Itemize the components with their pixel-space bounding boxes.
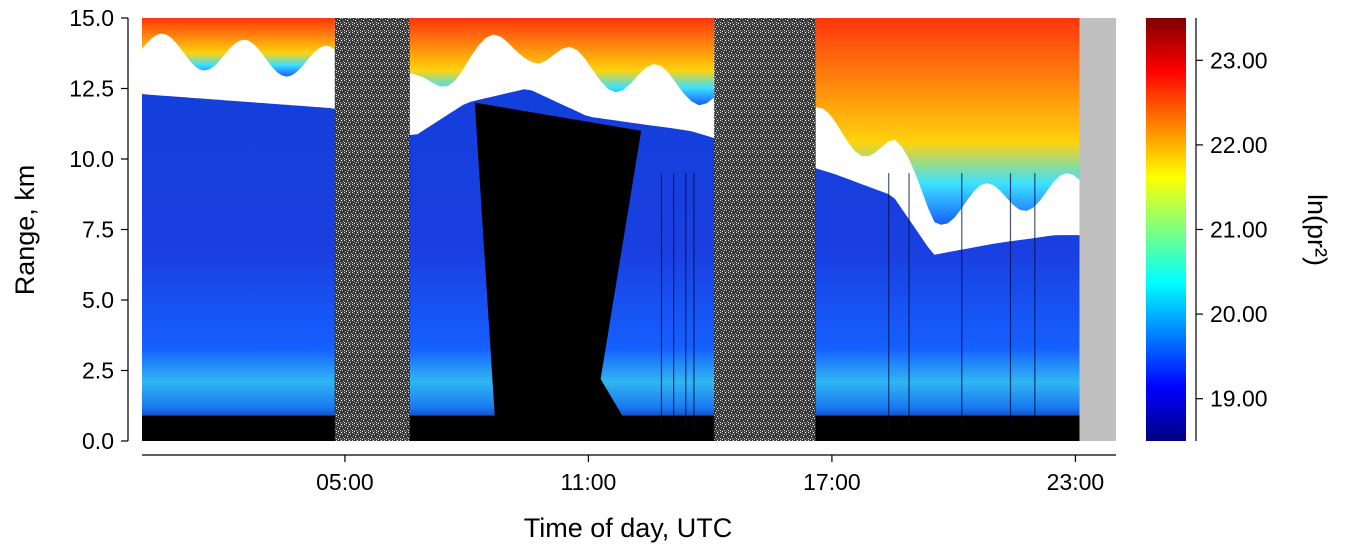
colorbar: 19.00 20.00 21.00 22.00 23.00 bbox=[1146, 18, 1268, 441]
y-tick-label: 15.0 bbox=[69, 5, 114, 31]
y-axis-label: Range, km bbox=[10, 165, 40, 296]
near-ground-band bbox=[409, 415, 715, 441]
x-tick-label: 17:00 bbox=[803, 469, 861, 495]
colorbar-tick-label: 19.00 bbox=[1210, 386, 1268, 412]
colorbar-tick-label: 23.00 bbox=[1210, 47, 1268, 73]
near-ground-band bbox=[815, 415, 1080, 441]
colorbar-label: ln(pr²) bbox=[1302, 194, 1332, 266]
y-tick-label: 0.0 bbox=[82, 428, 114, 454]
colorbar-tick-label: 21.00 bbox=[1210, 217, 1268, 243]
colorbar-tick-label: 20.00 bbox=[1210, 301, 1268, 327]
colorbar-gradient-bar bbox=[1146, 18, 1186, 441]
x-tick-label: 05:00 bbox=[316, 469, 374, 495]
plot-area bbox=[142, 18, 1116, 441]
y-tick-label: 10.0 bbox=[69, 146, 114, 172]
region-noise bbox=[334, 18, 410, 441]
y-tick-label: 5.0 bbox=[82, 287, 114, 313]
axes: 0.0 2.5 5.0 7.5 10.0 12.5 15.0 05:00 11:00 17:00 2… bbox=[69, 5, 1116, 495]
region-no_data bbox=[1079, 18, 1116, 441]
x-tick-label: 23:00 bbox=[1047, 469, 1105, 495]
cloud-top-layer bbox=[815, 18, 1080, 225]
y-tick-label: 12.5 bbox=[69, 76, 114, 102]
attenuated-sector bbox=[474, 102, 642, 427]
y-tick-label: 2.5 bbox=[82, 358, 114, 384]
x-axis-label: Time of day, UTC bbox=[524, 513, 733, 543]
colorbar-tick-label: 22.00 bbox=[1210, 132, 1268, 158]
near-ground-band bbox=[142, 415, 335, 441]
x-tick-label: 11:00 bbox=[560, 469, 616, 495]
y-tick-label: 7.5 bbox=[82, 217, 114, 243]
cloud-top-layer bbox=[142, 18, 335, 77]
cloud-top-layer bbox=[409, 18, 715, 106]
region-noise bbox=[714, 18, 816, 441]
